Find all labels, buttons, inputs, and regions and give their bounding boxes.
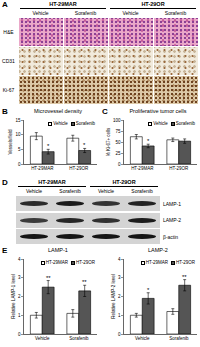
html-text:Ki-67: Ki-67 — [2, 86, 15, 93]
svg-text:3: 3 — [118, 275, 121, 280]
svg-text:2: 2 — [118, 294, 121, 299]
html-text:Sorafenib: Sorafenib — [59, 188, 81, 194]
svg-text:Sorafenib: Sorafenib — [69, 336, 89, 341]
html-text:HT-29OR: HT-29OR — [76, 260, 95, 265]
svg-text:4: 4 — [118, 257, 121, 262]
svg-text:Vessels/field: Vessels/field — [8, 129, 13, 155]
svg-text:LAMP-2: LAMP-2 — [148, 247, 168, 253]
svg-text:HT-29OR: HT-29OR — [69, 166, 89, 171]
svg-text:50: 50 — [115, 140, 121, 145]
svg-text:*: * — [47, 143, 50, 149]
html-text:Vehicle: Vehicle — [25, 188, 43, 194]
html-text:Sorafenib: Sorafenib — [74, 10, 97, 16]
html-text:LAMP-2: LAMP-2 — [163, 217, 182, 223]
html-text:HT-29MAR: HT-29MAR — [49, 1, 77, 7]
html-text:LAMP-1: LAMP-1 — [163, 200, 182, 207]
svg-text:15: 15 — [15, 118, 21, 123]
html-text:CD31: CD31 — [2, 57, 15, 64]
html-text:Sorafenib: Sorafenib — [75, 121, 95, 126]
svg-text:2: 2 — [18, 294, 21, 299]
html-text:Sorafenib: Sorafenib — [131, 188, 153, 194]
svg-text:*: * — [83, 142, 86, 148]
svg-text:0: 0 — [18, 332, 21, 337]
html-text:E: E — [2, 246, 8, 255]
html-text:HT-29MAR: HT-29MAR — [38, 179, 66, 185]
svg-text:1: 1 — [118, 313, 121, 318]
html-text:HT-29OR: HT-29OR — [176, 260, 195, 265]
svg-text:Vehicle: Vehicle — [135, 336, 150, 341]
svg-text:**: ** — [46, 275, 51, 281]
html-text:B: B — [2, 107, 8, 116]
svg-text:HT-29OR: HT-29OR — [169, 166, 189, 171]
svg-text:5: 5 — [18, 147, 21, 152]
html-text:β-actin: β-actin — [163, 233, 179, 240]
svg-text:0: 0 — [118, 332, 121, 337]
svg-text:3: 3 — [18, 275, 21, 280]
svg-text:10: 10 — [15, 132, 21, 137]
svg-text:% Ki-67+ cells: % Ki-67+ cells — [106, 127, 111, 156]
html-text:HT-29MAR: HT-29MAR — [145, 260, 168, 265]
svg-text:*: * — [147, 287, 150, 293]
svg-text:0: 0 — [18, 162, 21, 167]
html-text:C: C — [102, 107, 108, 116]
svg-text:Relative LAMP-1 level: Relative LAMP-1 level — [11, 274, 16, 318]
html-text:Vehicle: Vehicle — [53, 121, 68, 126]
svg-text:75: 75 — [115, 129, 121, 134]
svg-text:HT-29MAR: HT-29MAR — [31, 166, 54, 171]
html-text:Sorafenib: Sorafenib — [175, 121, 195, 126]
html-text:Vehicle: Vehicle — [32, 10, 49, 16]
svg-text:Relative LAMP-2 level: Relative LAMP-2 level — [111, 274, 116, 318]
svg-text:*: * — [147, 138, 150, 144]
html-text:Sorafenib: Sorafenib — [164, 10, 187, 16]
svg-text:0: 0 — [118, 162, 121, 167]
html-text:HT-29OR: HT-29OR — [112, 179, 136, 185]
svg-text:**: ** — [82, 279, 87, 285]
html-text:Vehicle: Vehicle — [97, 188, 115, 194]
html-text:HT-29MAR: HT-29MAR — [45, 260, 68, 265]
svg-text:100: 100 — [113, 118, 121, 123]
svg-text:**: ** — [182, 274, 187, 280]
html-text:H&E: H&E — [3, 28, 14, 35]
html-text:A: A — [2, 0, 8, 9]
html-text:D: D — [2, 178, 8, 187]
svg-text:4: 4 — [18, 257, 21, 262]
svg-text:HT-29MAR: HT-29MAR — [131, 166, 154, 171]
svg-text:1: 1 — [18, 313, 21, 318]
html-text:Vehicle: Vehicle — [153, 121, 168, 126]
svg-text:Vehicle: Vehicle — [35, 336, 50, 341]
svg-text:Proliferative tumor cells: Proliferative tumor cells — [129, 108, 186, 114]
html-text:HT-29OR: HT-29OR — [141, 1, 165, 7]
svg-text:Sorafenib: Sorafenib — [169, 336, 189, 341]
svg-text:LAMP-1: LAMP-1 — [48, 247, 68, 253]
svg-text:Microvessel density: Microvessel density — [34, 108, 82, 114]
html-text:Vehicle: Vehicle — [122, 10, 139, 16]
svg-text:25: 25 — [115, 151, 121, 156]
